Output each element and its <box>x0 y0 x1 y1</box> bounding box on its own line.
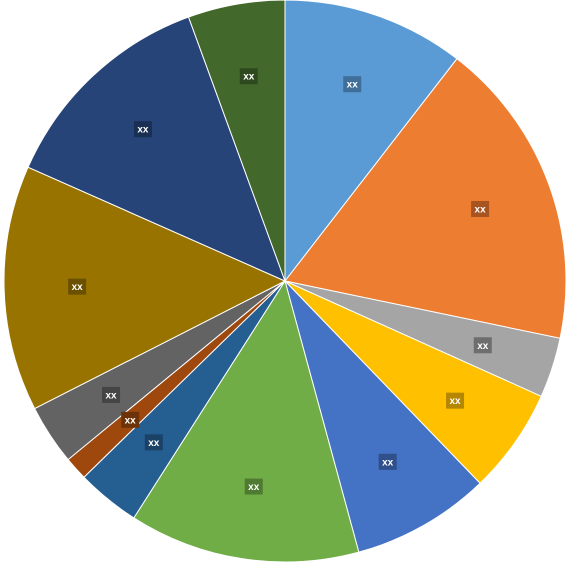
data-label-box <box>473 337 492 354</box>
pie-slices <box>3 0 567 563</box>
data-label-6: xx <box>244 478 263 495</box>
data-label-4: xx <box>446 392 465 409</box>
pie-slice-1 <box>284 0 458 283</box>
data-label-text: xx <box>477 341 489 352</box>
data-label-box <box>68 278 87 295</box>
data-label-text: xx <box>106 390 118 401</box>
data-label-text: xx <box>125 415 137 426</box>
data-label-box <box>471 201 490 218</box>
data-label-box <box>144 434 163 451</box>
data-label-1: xx <box>343 76 362 93</box>
pie-slice-6 <box>133 279 360 563</box>
pie-slice-10 <box>3 166 287 410</box>
data-label-text: xx <box>137 125 149 136</box>
data-label-5: xx <box>378 453 397 470</box>
data-label-box <box>133 121 152 138</box>
data-label-text: xx <box>243 72 255 83</box>
data-label-12: xx <box>239 68 258 85</box>
data-label-text: xx <box>449 396 461 407</box>
data-label-box <box>378 453 397 470</box>
data-label-7: xx <box>144 434 163 451</box>
data-label-3: xx <box>473 337 492 354</box>
data-label-box <box>102 386 121 403</box>
data-label-text: xx <box>148 438 160 449</box>
data-label-box <box>446 392 465 409</box>
data-label-8: xx <box>121 411 140 428</box>
data-label-text: xx <box>347 80 359 91</box>
data-label-text: xx <box>72 282 84 293</box>
data-label-box <box>343 76 362 93</box>
data-label-text: xx <box>248 482 260 493</box>
pie-slice-11 <box>27 16 286 282</box>
data-label-11: xx <box>133 121 152 138</box>
data-label-9: xx <box>102 386 121 403</box>
data-label-10: xx <box>68 278 87 295</box>
data-label-2: xx <box>471 201 490 218</box>
data-label-text: xx <box>475 205 487 216</box>
data-label-box <box>121 411 140 428</box>
pie-slice-12 <box>187 0 286 282</box>
pie-slice-2 <box>284 58 567 339</box>
pie-data-labels: xx xx xx xx xx xx xx xx xx xx xx xx <box>68 68 492 495</box>
data-label-text: xx <box>382 457 394 468</box>
pie-slice-5 <box>284 280 481 553</box>
data-label-box <box>239 68 258 85</box>
data-label-box <box>244 478 263 495</box>
